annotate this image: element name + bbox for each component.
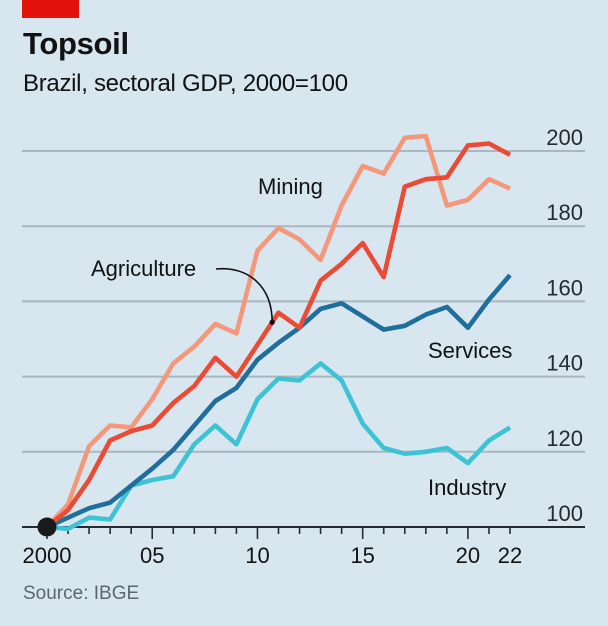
x-tick-label-2000: 2000 — [23, 543, 72, 568]
label-agriculture: Agriculture — [91, 256, 196, 281]
label-services: Services — [428, 338, 512, 363]
agriculture-pointer-arrow — [215, 267, 273, 323]
start-marker — [37, 517, 57, 537]
brand-tag — [22, 0, 79, 18]
x-tick-label-2015: 15 — [350, 543, 374, 568]
chart-subtitle: Brazil, sectoral GDP, 2000=100 — [23, 70, 348, 97]
series-line-industry — [46, 361, 512, 532]
y-axis-tick-labels: 100 120 140 160 180 200 — [546, 125, 583, 526]
series-line-agriculture — [45, 141, 512, 529]
x-axis: 2000 05 10 15 20 22 — [22, 526, 585, 568]
chart-title: Topsoil — [23, 26, 129, 61]
x-tick-label-2010: 10 — [245, 543, 269, 568]
source-note: Source: IBGE — [23, 583, 140, 604]
y-tick-label-120: 120 — [546, 426, 583, 451]
gridlines — [22, 150, 585, 453]
annotations: Mining Agriculture Services Industry — [91, 174, 512, 500]
label-industry: Industry — [428, 475, 506, 500]
series-lines — [45, 133, 512, 532]
y-tick-label-200: 200 — [546, 125, 583, 150]
label-mining: Mining — [258, 174, 323, 199]
y-tick-label-140: 140 — [546, 351, 583, 376]
series-line-services — [46, 273, 512, 530]
y-tick-label-180: 180 — [546, 200, 583, 225]
x-tick-label-2005: 05 — [140, 543, 164, 568]
x-tick-label-2020: 20 — [456, 543, 480, 568]
y-tick-label-100: 100 — [546, 501, 583, 526]
agriculture-pointer-dot — [269, 319, 275, 325]
x-tick-label-2022: 22 — [498, 543, 522, 568]
series-line-mining — [45, 133, 511, 529]
y-tick-label-160: 160 — [546, 275, 583, 300]
